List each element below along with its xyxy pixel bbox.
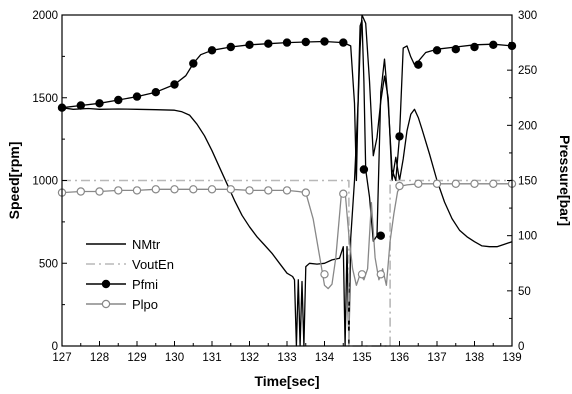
x-tick-label: 134 (315, 352, 335, 364)
data-point-plpo (151, 185, 160, 194)
data-point-pfmi (226, 42, 235, 52)
left-axis-title: Speed[rpm] (6, 142, 22, 220)
data-point-plpo (301, 188, 310, 197)
series-line-nmtr (61, 14, 513, 347)
x-tick-label: 132 (240, 352, 259, 364)
x-tick-label: 128 (90, 352, 109, 364)
legend-item-voutenl: VoutEn (86, 257, 174, 272)
data-point-pfmi (432, 46, 442, 55)
data-point-pfmi (282, 38, 292, 47)
x-tick-label: 139 (502, 352, 521, 364)
series-line-pfmi (61, 19, 513, 242)
data-point-plpo (245, 186, 254, 195)
right-tick-label: 250 (518, 65, 537, 77)
x-tick-label: 135 (352, 352, 371, 364)
data-point-plpo (339, 189, 348, 198)
x-axis-title: Time[sec] (254, 373, 319, 389)
series-layer (57, 14, 517, 347)
x-tick-label: 133 (277, 352, 296, 364)
data-point-pfmi (470, 42, 479, 52)
data-point-plpo (132, 186, 142, 195)
data-point-pfmi (264, 39, 273, 48)
data-point-plpo (489, 179, 498, 188)
x-tick-label: 131 (202, 352, 221, 364)
right-axis-title: Pressure[bar] (557, 135, 572, 226)
right-tick-label: 150 (518, 176, 537, 188)
ticks-layer: 127 128 129 130 131 132 133 134 135 136 137 138 1390… (32, 10, 537, 364)
data-point-pfmi (489, 40, 498, 50)
legend-label-plpo: Plpo (132, 297, 158, 312)
data-point-pfmi (170, 80, 179, 89)
legend-item-plpo: Plpo (86, 297, 158, 312)
legend-marker-plpo (101, 299, 111, 309)
x-tick-label: 127 (52, 352, 71, 364)
right-tick-label: 300 (518, 10, 537, 22)
data-point-plpo (357, 270, 367, 279)
data-point-pfmi (95, 99, 104, 108)
legend-marker-pfmi (101, 279, 111, 289)
data-point-plpo (451, 179, 460, 188)
data-point-plpo (414, 179, 423, 188)
data-point-plpo (76, 187, 86, 196)
data-point-plpo (282, 186, 292, 195)
x-tick-label: 138 (465, 352, 484, 364)
data-point-plpo (114, 186, 123, 195)
left-tick-label: 0 (52, 341, 58, 353)
data-point-pfmi (189, 59, 198, 68)
x-tick-label: 130 (165, 352, 184, 364)
right-tick-label: 0 (518, 341, 524, 353)
left-tick-label: 1000 (32, 176, 58, 188)
legend-label-vouten: VoutEn (132, 257, 174, 272)
legend-item-nmtr: NMtr (86, 237, 161, 252)
data-point-pfmi (76, 101, 86, 110)
data-point-plpo (264, 186, 273, 195)
left-tick-label: 500 (39, 258, 58, 270)
data-point-pfmi (301, 37, 310, 47)
right-tick-label: 100 (518, 231, 537, 243)
legend-label-nmtr: NMtr (132, 237, 161, 252)
data-point-plpo (170, 185, 179, 194)
x-tick-label: 137 (427, 352, 446, 364)
data-point-pfmi (320, 37, 329, 46)
x-tick-label: 136 (390, 352, 409, 364)
legend-label-pfmi: Pfmi (132, 277, 158, 292)
data-point-plpo (207, 185, 217, 194)
data-point-plpo (189, 185, 198, 194)
data-point-pfmi (339, 38, 348, 47)
data-point-pfmi (207, 46, 217, 55)
data-point-plpo (470, 179, 479, 188)
left-tick-label: 1500 (32, 93, 58, 105)
right-tick-label: 200 (518, 120, 537, 132)
x-tick-label: 129 (127, 352, 146, 364)
series-line-vouten (62, 179, 512, 347)
data-point-plpo (395, 181, 404, 191)
data-point-pfmi (395, 132, 404, 141)
right-tick-label: 50 (518, 286, 531, 298)
data-point-pfmi (359, 165, 369, 174)
data-point-plpo (320, 270, 329, 279)
data-point-pfmi (245, 40, 254, 50)
legend-item-pfmi: Pfmi (86, 277, 158, 292)
data-point-pfmi (114, 95, 123, 105)
data-point-pfmi (414, 60, 423, 69)
plot-frame (61, 14, 513, 347)
legend: NMtr VoutEn Pfmi Plpo (86, 237, 174, 312)
left-tick-label: 2000 (32, 10, 58, 22)
data-point-pfmi (376, 231, 385, 240)
data-point-pfmi (132, 92, 142, 101)
data-point-plpo (95, 187, 104, 196)
data-point-pfmi (451, 45, 460, 54)
data-point-plpo (376, 270, 385, 279)
data-point-plpo (432, 179, 442, 188)
data-point-pfmi (151, 87, 160, 97)
data-point-plpo (226, 185, 235, 194)
